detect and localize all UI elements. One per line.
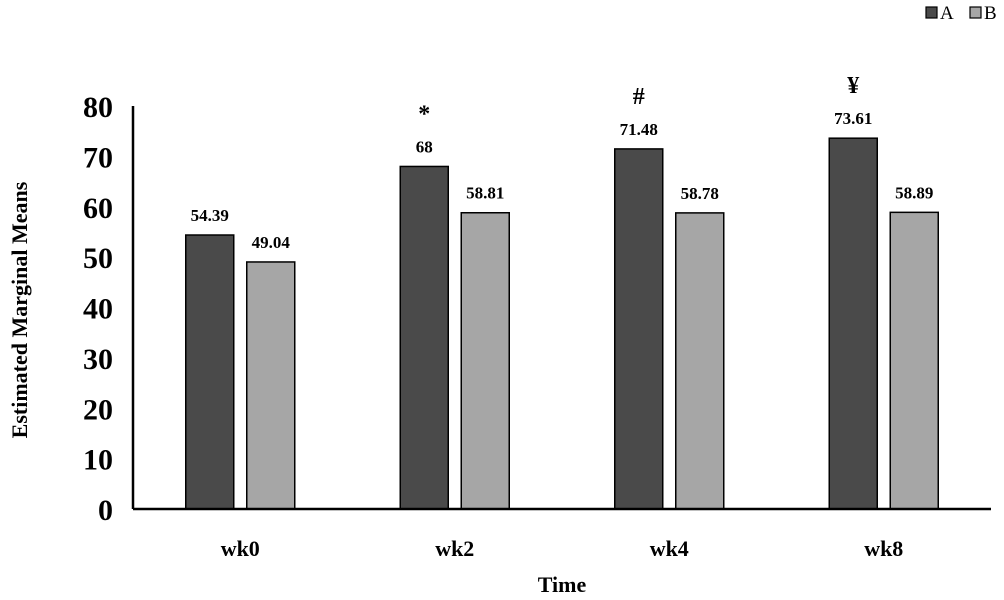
data-label: 71.48 bbox=[620, 120, 658, 139]
bar-A-wk4 bbox=[614, 148, 664, 510]
x-axis-label: Time bbox=[538, 572, 587, 597]
y-tick-label: 60 bbox=[83, 192, 113, 225]
bar-A-wk2 bbox=[399, 165, 449, 510]
data-label: 68 bbox=[416, 137, 433, 156]
x-tick-label: wk8 bbox=[864, 536, 903, 561]
data-label: 58.78 bbox=[681, 184, 719, 203]
bar-B-wk8 bbox=[889, 211, 939, 510]
data-label: 54.39 bbox=[191, 206, 229, 225]
bar-B-wk0 bbox=[246, 261, 296, 510]
data-label: 49.04 bbox=[252, 233, 291, 252]
y-tick-label: 40 bbox=[83, 293, 113, 326]
x-tick-label: wk2 bbox=[435, 536, 474, 561]
y-tick-label: 50 bbox=[83, 242, 113, 275]
legend-label: A bbox=[940, 3, 954, 24]
legend-swatch-A bbox=[925, 6, 938, 19]
bar-B-wk4 bbox=[675, 212, 725, 510]
significance-marker: * bbox=[418, 101, 430, 127]
y-tick-label: 20 bbox=[83, 393, 113, 426]
y-axis-label: Estimated Marginal Means bbox=[7, 181, 32, 438]
y-tick-label: 70 bbox=[83, 141, 113, 174]
y-tick-label: 10 bbox=[83, 444, 113, 477]
significance-marker: # bbox=[633, 84, 645, 110]
bar-A-wk0 bbox=[185, 234, 235, 510]
y-tick-label: 0 bbox=[98, 494, 113, 527]
y-tick-label: 80 bbox=[83, 91, 113, 124]
x-tick-label: wk0 bbox=[221, 536, 260, 561]
x-tick-label: wk4 bbox=[650, 536, 689, 561]
significance-marker: ¥ bbox=[847, 73, 859, 99]
bar-B-wk2 bbox=[460, 211, 510, 510]
data-label: 73.61 bbox=[834, 109, 872, 128]
y-tick-label: 30 bbox=[83, 343, 113, 376]
bar-A-wk8 bbox=[828, 137, 878, 510]
legend-label: B bbox=[984, 3, 997, 24]
data-label: 58.81 bbox=[466, 184, 504, 203]
legend-swatch-B bbox=[969, 6, 982, 19]
data-label: 58.89 bbox=[895, 183, 933, 202]
